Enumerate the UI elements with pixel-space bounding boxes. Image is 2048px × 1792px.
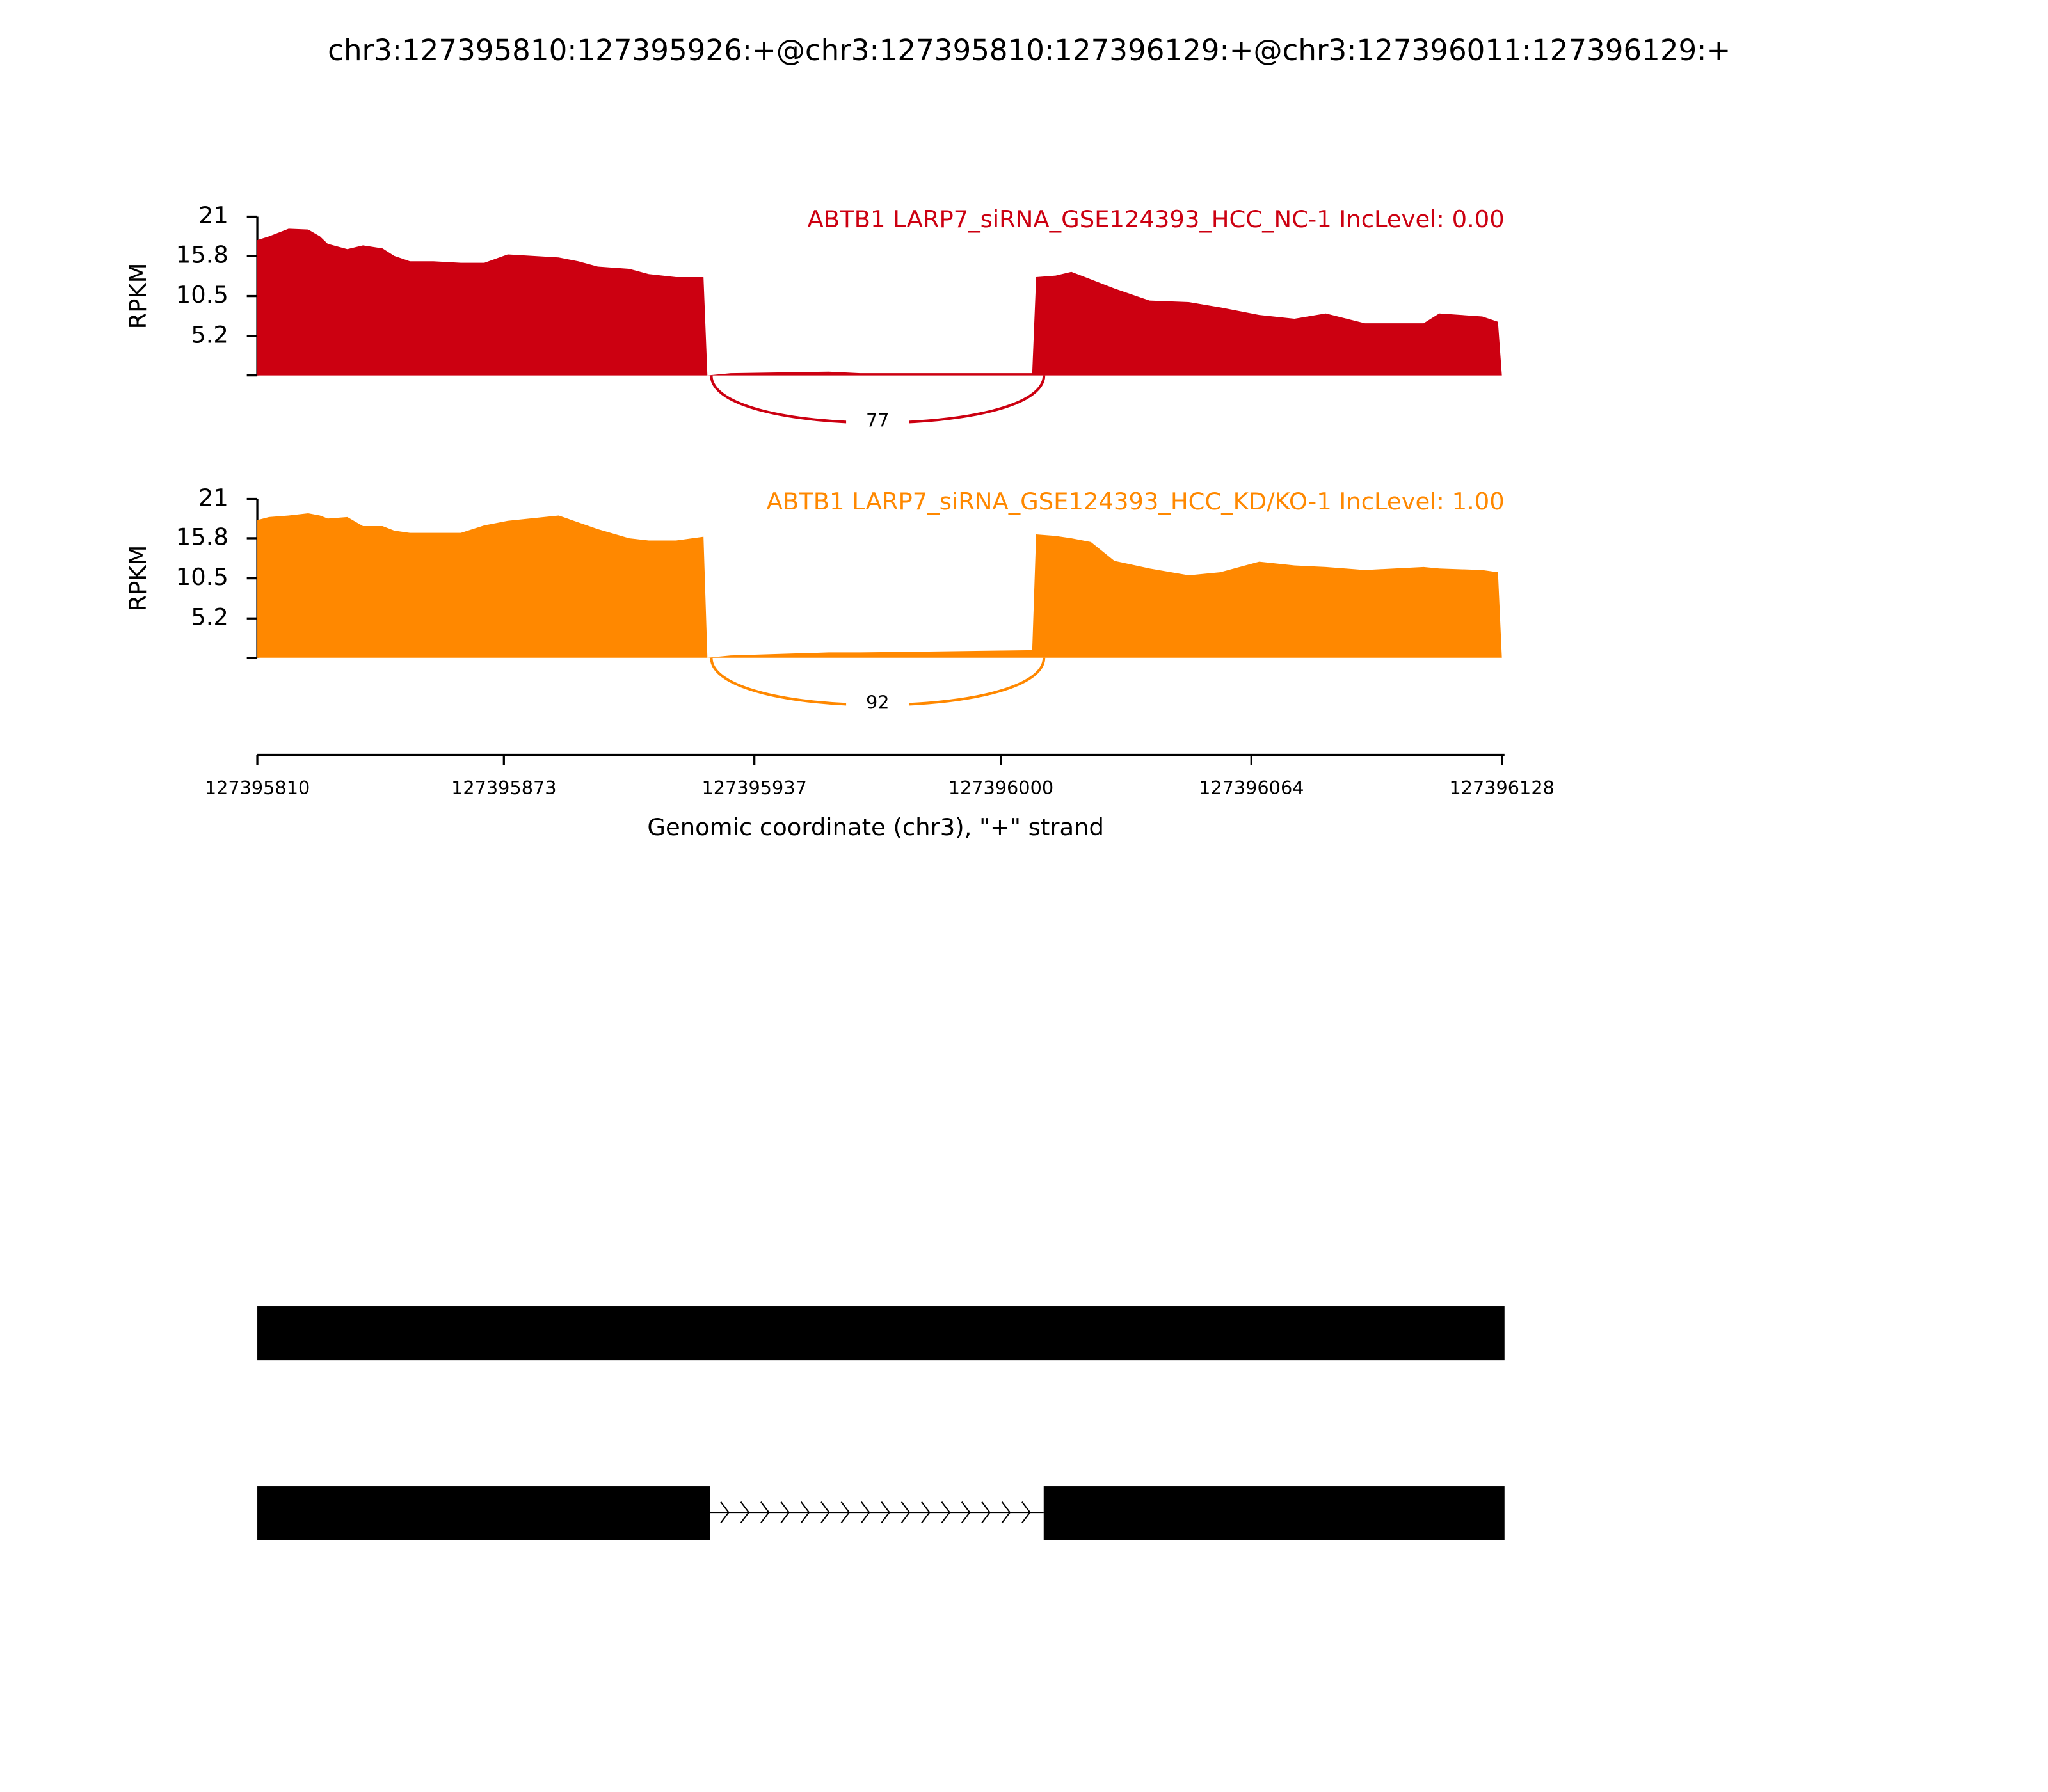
chevron	[941, 1501, 950, 1524]
chevron	[921, 1501, 931, 1524]
chevron	[800, 1501, 810, 1524]
chevron	[740, 1501, 750, 1524]
y-tick-label: 15.8	[176, 523, 228, 550]
exon	[257, 1306, 1505, 1361]
exon	[1043, 1486, 1505, 1540]
x-tick-label: 127396000	[948, 777, 1053, 799]
chevron	[881, 1501, 890, 1524]
y-tick-label: 15.8	[176, 241, 228, 268]
chevron	[820, 1501, 830, 1524]
exon	[257, 1486, 710, 1540]
chevron	[1001, 1501, 1011, 1524]
strand-arrows	[720, 1501, 1031, 1524]
y-tick-label: 10.5	[176, 563, 228, 591]
chevron	[780, 1501, 790, 1524]
junction-label: 92	[866, 691, 890, 713]
y-tick-label: 10.5	[176, 281, 228, 308]
junction-label-bg	[846, 410, 909, 433]
y-axis-label: RPKM	[124, 263, 152, 330]
y-tick-label: 21	[198, 484, 228, 511]
chart-title: chr3:127395810:127395926:+@chr3:12739581…	[328, 33, 1731, 67]
series-label: ABTB1 LARP7_siRNA_GSE124393_HCC_NC-1 Inc…	[808, 205, 1505, 233]
x-tick-label: 127395937	[701, 777, 806, 799]
chevron	[900, 1501, 911, 1524]
coverage-area	[257, 513, 1502, 658]
chevron	[720, 1501, 730, 1524]
chevron	[981, 1501, 991, 1524]
chevron	[861, 1501, 870, 1524]
chevron	[961, 1501, 971, 1524]
junction-label-bg	[846, 692, 909, 716]
coverage-area	[257, 228, 1502, 376]
series-label: ABTB1 LARP7_siRNA_GSE124393_HCC_KD/KO-1 …	[767, 488, 1505, 515]
gene-model	[257, 1306, 1505, 1540]
y-axis-label: RPKM	[124, 545, 152, 612]
x-tick-label: 127396128	[1449, 777, 1554, 799]
y-tick-label: 5.2	[191, 604, 228, 631]
x-tick-label: 127395873	[451, 777, 556, 799]
x-tick-label: 127395810	[205, 777, 310, 799]
junction-label: 77	[866, 409, 890, 431]
x-axis-label: Genomic coordinate (chr3), "+" strand	[647, 813, 1104, 841]
chevron	[1021, 1501, 1031, 1524]
chevron	[840, 1501, 851, 1524]
y-tick-label: 21	[198, 202, 228, 229]
chevron	[760, 1501, 770, 1524]
y-tick-label: 5.2	[191, 321, 228, 349]
x-tick-label: 127396064	[1199, 777, 1304, 799]
